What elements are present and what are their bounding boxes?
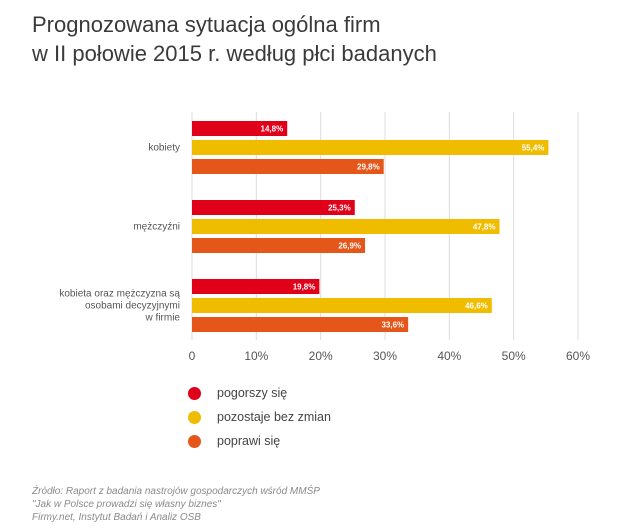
bar-value-label: 14,8% — [261, 125, 284, 134]
chart-title-line-2: w II połowie 2015 r. według płci badanyc… — [32, 41, 437, 66]
bar — [192, 159, 384, 174]
bar — [192, 140, 549, 155]
x-tick-label: 0 — [189, 349, 196, 363]
bar — [192, 200, 355, 215]
x-tick-label: 30% — [373, 349, 397, 363]
bar-value-label: 25,3% — [328, 204, 351, 213]
bar-value-label: 19,8% — [293, 283, 316, 292]
x-tick-label: 40% — [437, 349, 461, 363]
legend-label: pogorszy się — [217, 386, 288, 400]
bar-chart: 0 10% 20% 30% 40% 50% 60% kobiety mężczyźni kobie… — [59, 112, 590, 363]
bar-value-label: 29,8% — [357, 163, 380, 172]
category-label: mężczyźni — [133, 222, 180, 233]
chart-title: Prognozowana sytuacja ogólna firm w II p… — [32, 10, 612, 68]
chart-legend: pogorszy się pozostaje bez zmian poprawi… — [188, 381, 331, 453]
source-note: Źródło: Raport z badania nastrojów gospo… — [32, 485, 320, 524]
source-line-3: Firmy.net, Instytut Badań i Analiz OSB — [32, 512, 201, 523]
legend-item-poprawi: poprawi się — [188, 429, 331, 453]
bar-value-label: 26,9% — [338, 242, 361, 251]
bar-value-label: 46,6% — [465, 302, 488, 311]
legend-item-pogorszy: pogorszy się — [188, 381, 331, 405]
bar — [192, 298, 492, 313]
bar-value-label: 47,8% — [473, 223, 496, 232]
category-label: kobieta oraz mężczyzna są — [59, 289, 180, 300]
x-tick-label: 10% — [244, 349, 268, 363]
bar — [192, 219, 500, 234]
bar — [192, 317, 409, 332]
bar — [192, 279, 320, 294]
chart-title-line-1: Prognozowana sytuacja ogólna firm — [32, 12, 381, 37]
category-label: osobami decyzyjnymi — [85, 301, 180, 312]
x-tick-label: 20% — [309, 349, 333, 363]
legend-marker-yellow-icon — [188, 410, 201, 424]
bar — [192, 121, 288, 136]
category-label: kobiety — [148, 143, 180, 154]
source-line-1: Źródło: Raport z badania nastrojów gospo… — [32, 486, 320, 497]
legend-label: poprawi się — [217, 434, 281, 448]
x-tick-label: 60% — [566, 349, 590, 363]
bar — [192, 238, 366, 253]
legend-label: pozostaje bez zmian — [217, 410, 331, 424]
source-line-2: "Jak w Polsce prowadzi się własny biznes… — [32, 499, 221, 510]
legend-item-bez-zmian: pozostaje bez zmian — [188, 405, 331, 429]
category-label: w firmie — [145, 313, 181, 324]
legend-marker-orange-icon — [188, 434, 201, 448]
bar-value-label: 33,6% — [381, 321, 404, 330]
x-tick-label: 50% — [502, 349, 526, 363]
legend-marker-red-icon — [188, 386, 201, 400]
bar-value-label: 55,4% — [522, 144, 545, 153]
